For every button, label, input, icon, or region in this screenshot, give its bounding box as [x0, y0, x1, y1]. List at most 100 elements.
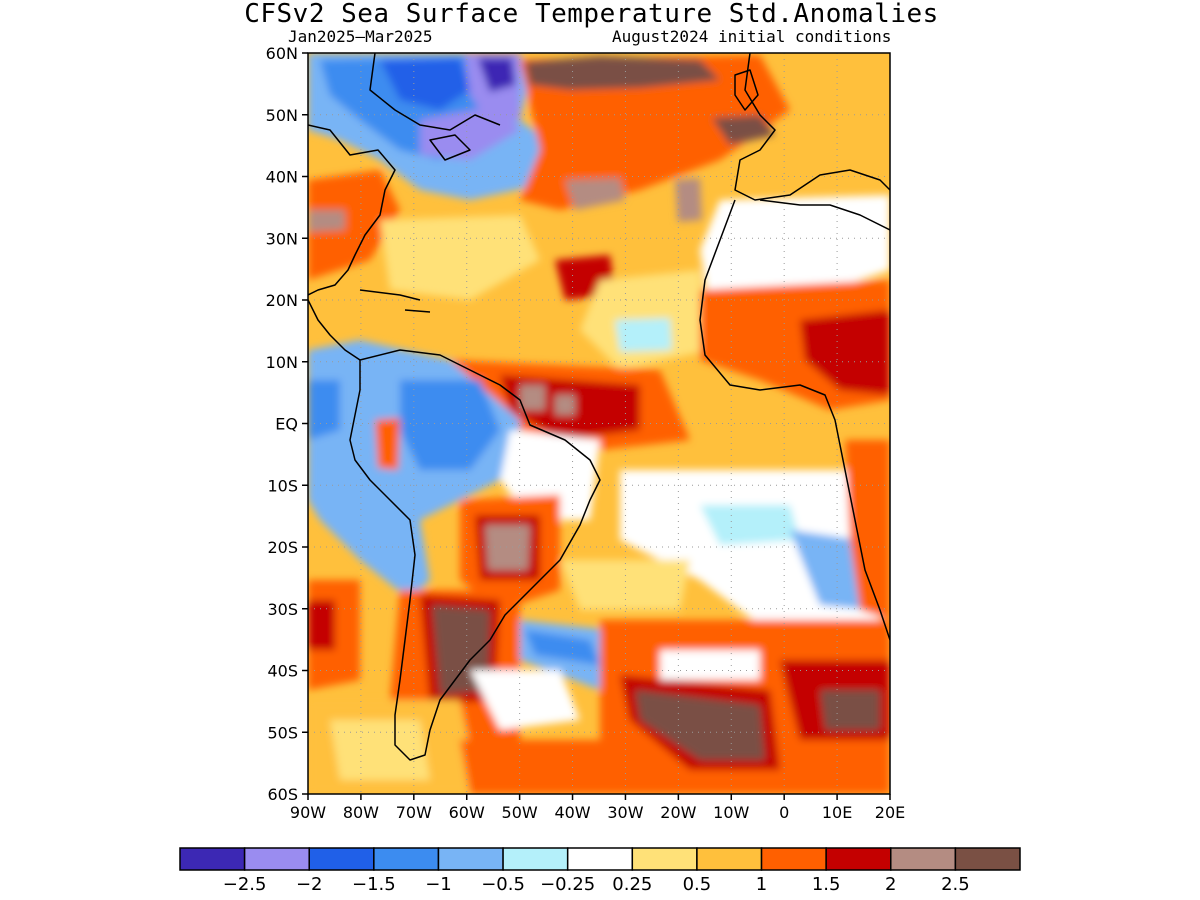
lon-tick-label: 10E: [822, 803, 852, 822]
colorbar-label: −0.25: [540, 874, 595, 895]
colorbar-swatch: [437, 847, 504, 871]
lon-tick-label: 60W: [449, 803, 485, 822]
colorbar-swatch: [825, 847, 892, 871]
colorbar-label: 1: [756, 874, 767, 895]
lat-tick-label: 50S: [267, 723, 298, 742]
colorbar-label: 1.5: [812, 874, 841, 895]
lon-tick-label: 50W: [502, 803, 538, 822]
colorbar-swatch: [760, 847, 827, 871]
colorbar-swatch: [179, 847, 246, 871]
anomaly-region: [308, 210, 345, 232]
anomaly-region: [380, 58, 470, 110]
coastline-newfoundland: [429, 134, 471, 161]
lon-tick-label: 80W: [343, 803, 379, 822]
coastline-caribbean-island: [404, 309, 431, 313]
anomaly-region: [470, 670, 580, 730]
anomaly-region: [615, 318, 672, 352]
longitude-labels: 90W 80W 70W 60W 50W 40W 30W 20W 10W 0 10E 20E: [290, 794, 905, 822]
colorbar-swatch: [243, 847, 310, 871]
colorbar-label: −2.5: [223, 874, 267, 895]
anomaly-region: [380, 215, 540, 300]
coastline-caribbean-island: [359, 289, 421, 301]
anomaly-region: [635, 690, 765, 760]
colorbar-swatch: [308, 847, 375, 871]
anomaly-region: [330, 720, 430, 780]
colorbar-swatch: [890, 847, 957, 871]
coastline-north-america: [308, 124, 396, 296]
anomaly-region: [308, 380, 340, 440]
anomaly-region: [700, 195, 890, 310]
lat-tick-label: 10N: [266, 353, 298, 372]
anomaly-region: [675, 178, 702, 222]
colorbar-swatch: [566, 847, 634, 871]
lat-tick-label: 40N: [266, 168, 298, 187]
lat-tick-label: 20S: [267, 538, 298, 557]
lat-tick-label: 60S: [267, 785, 298, 804]
anomaly-region: [620, 470, 880, 640]
anomaly-region: [790, 530, 870, 610]
graticule: [308, 53, 890, 794]
colorbar-swatch: [696, 847, 763, 871]
lon-tick-label: 90W: [290, 803, 326, 822]
anomaly-region: [308, 170, 400, 280]
map-title: CFSv2 Sea Surface Temperature Std.Anomal…: [244, 0, 939, 29]
anomaly-region: [400, 380, 500, 470]
lon-tick-label: 30W: [607, 803, 643, 822]
lat-tick-label: 60N: [266, 44, 298, 63]
latitude-labels: 60N 50N 40N 30N 20N 10N EQ 10S 20S 30S 40S 50S 60S: [266, 44, 308, 804]
anomaly-field: [308, 53, 890, 794]
anomaly-region: [700, 505, 800, 545]
lat-tick-label: 30N: [266, 229, 298, 248]
forecast-period: Jan2025–Mar2025: [288, 27, 433, 46]
anomaly-region: [485, 525, 530, 570]
colorbar: −2.5 −2 −1.5 −1 −0.5 −0.25 0.25 0.5 1 1.5 2 2.5: [179, 847, 1021, 895]
lat-tick-label: 40S: [267, 662, 298, 681]
lat-tick-label: 10S: [267, 476, 298, 495]
initial-conditions: August2024 initial conditions: [612, 27, 892, 46]
colorbar-swatch: [631, 847, 698, 871]
colorbar-swatch: [502, 847, 569, 871]
coastline-africa: [699, 199, 890, 641]
anomaly-region: [820, 690, 880, 730]
lat-tick-label: 20N: [266, 291, 298, 310]
colorbar-label: −2: [296, 874, 323, 895]
coastline-canada: [369, 53, 501, 131]
anomaly-region: [520, 55, 790, 210]
lon-tick-label: 0: [779, 803, 789, 822]
colorbar-label: 2: [885, 874, 896, 895]
anomaly-region: [375, 418, 400, 470]
lon-tick-label: 10W: [713, 803, 749, 822]
colorbar-label: 0.25: [612, 874, 652, 895]
lat-tick-label: 30S: [267, 600, 298, 619]
coastline-mediterranean: [759, 199, 890, 231]
lon-tick-label: 40W: [554, 803, 590, 822]
anomaly-region: [478, 58, 515, 92]
colorbar-label: −0.5: [481, 874, 525, 895]
anomaly-region: [712, 115, 775, 145]
lon-tick-label: 70W: [396, 803, 432, 822]
anomaly-region: [800, 310, 890, 395]
colorbar-swatch: [954, 847, 1021, 871]
anomaly-region: [520, 385, 545, 410]
colorbar-label: −1.5: [352, 874, 396, 895]
lat-tick-label: EQ: [275, 415, 298, 434]
anomaly-region: [660, 650, 760, 680]
lon-tick-label: 20E: [875, 803, 905, 822]
coastline-british-isles: [734, 69, 759, 111]
anomaly-region: [308, 600, 335, 650]
anomaly-region: [525, 630, 600, 665]
anomaly-region: [555, 395, 575, 415]
colorbar-swatch: [373, 847, 440, 871]
lat-tick-label: 50N: [266, 106, 298, 125]
colorbar-label: 2.5: [941, 874, 970, 895]
lon-tick-label: 20W: [660, 803, 696, 822]
anomaly-region: [560, 560, 690, 610]
anomaly-region: [525, 56, 720, 90]
coastline-south-america: [349, 349, 601, 761]
colorbar-label: −1: [425, 874, 452, 895]
anomaly-region: [460, 740, 600, 794]
coastline-europe: [734, 53, 890, 201]
coastline-central-america: [308, 299, 361, 361]
anomaly-region: [565, 178, 625, 210]
